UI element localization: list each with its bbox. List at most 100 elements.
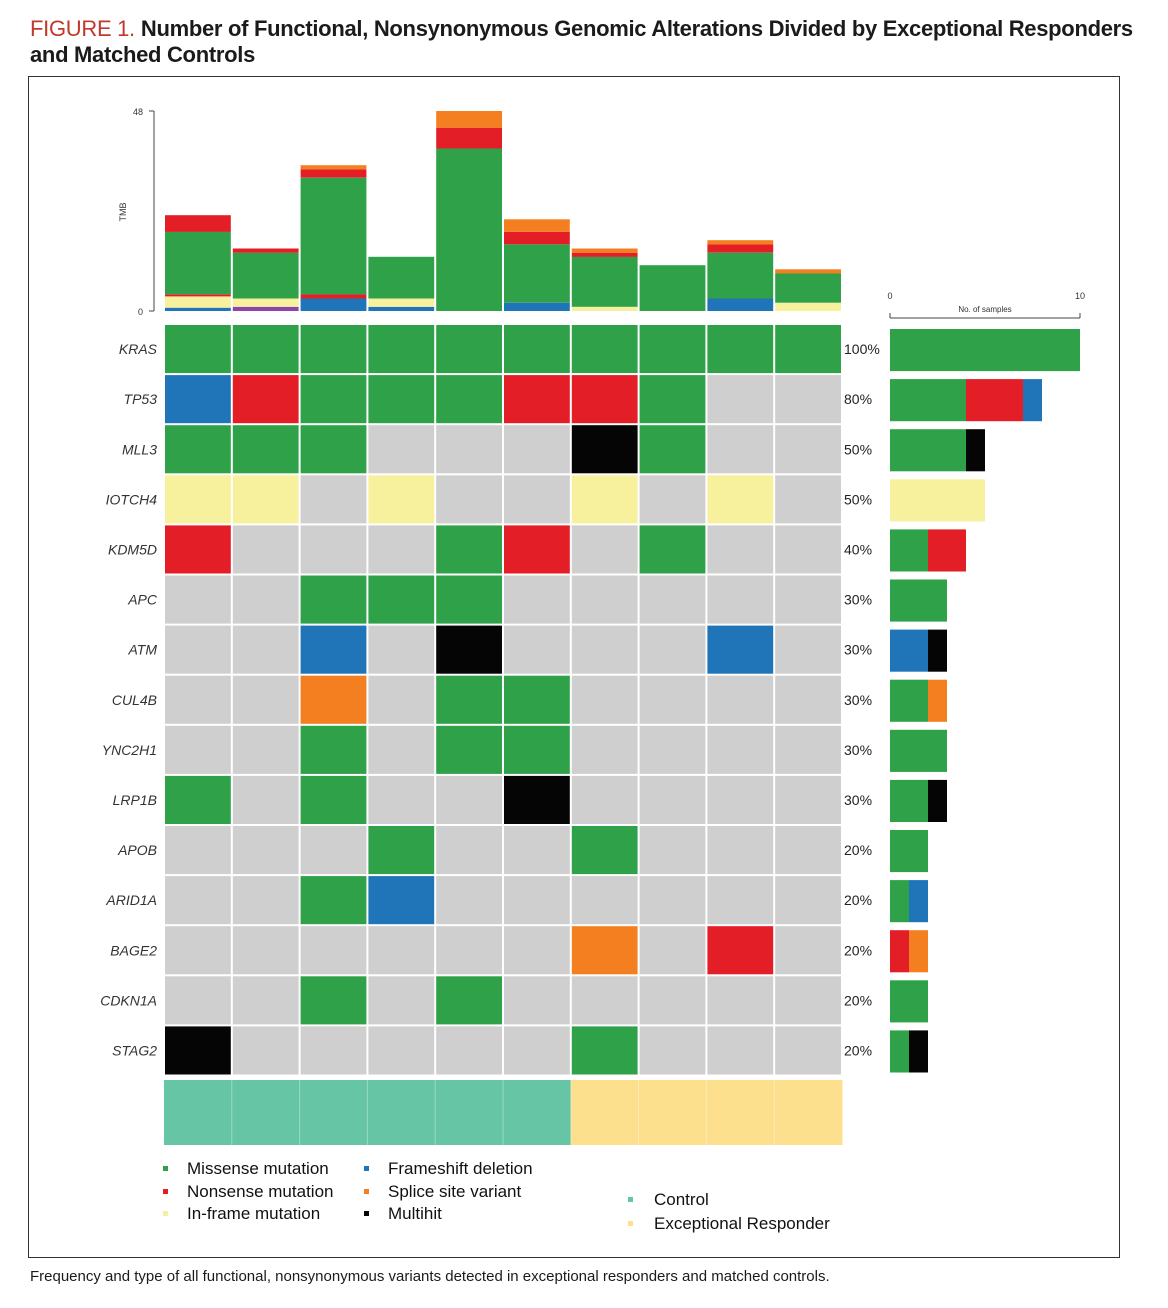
- oncoprint-cell-arid1a-2: [232, 876, 299, 925]
- side-bar-mll3-seg-2-multihit: [966, 429, 985, 472]
- side-bar-bage2-seg-1-nonsense: [890, 930, 909, 973]
- tmb-bar-9-seg-2-missense: [707, 252, 774, 299]
- oncoprint-cell-lrp1b-7: [571, 775, 638, 824]
- oncoprint-cell-apc-7: [571, 575, 638, 624]
- gene-label-kdm5d: KDM5D: [108, 541, 157, 557]
- oncoprint-cell-atm-7: [571, 625, 638, 674]
- oncoprint-cell-apob-7: [571, 826, 638, 875]
- oncoprint-cell-tp53-2: [232, 375, 299, 424]
- sample-group-10-responder: [774, 1080, 843, 1145]
- percentage-atm: 30%: [844, 642, 872, 658]
- oncoprint-cell-cul4b-1: [165, 675, 231, 724]
- tmb-bar-3-seg-3-missense: [300, 177, 367, 295]
- percentage-notch4: 50%: [844, 491, 872, 507]
- gene-label-mll3: MLL3: [122, 441, 157, 457]
- side-bar-lrp1b-seg-1-missense: [890, 779, 928, 822]
- oncoprint-cell-kdm5d-9: [707, 525, 774, 574]
- gene-label-dync2h1: YNC2H1: [102, 742, 157, 758]
- percentage-lrp1b: 30%: [844, 792, 872, 808]
- oncoprint-cell-apc-10: [775, 575, 841, 624]
- oncoprint-cell-atm-2: [232, 625, 299, 674]
- oncoprint-cell-kdm5d-8: [639, 525, 706, 574]
- oncoprint-cell-stag2-1: [165, 1026, 231, 1075]
- oncoprint-cell-stag2-8: [639, 1026, 706, 1075]
- oncoprint-cell-arid1a-4: [368, 876, 435, 925]
- percentage-kras: 100%: [844, 341, 880, 357]
- percentage-arid1a: 20%: [844, 892, 872, 908]
- oncoprint-cell-cul4b-3: [300, 675, 367, 724]
- legend-swatch-missense: [163, 1166, 168, 1171]
- oncoprint-cell-lrp1b-2: [232, 775, 299, 824]
- oncoprint-cell-dync2h1-5: [436, 725, 502, 774]
- oncoprint-cell-stag2-7: [571, 1026, 638, 1075]
- tmb-bar-5-seg-3-splice: [436, 111, 502, 128]
- oncoprint-cell-arid1a-3: [300, 876, 367, 925]
- side-bar-cul4b-seg-1-missense: [890, 679, 928, 722]
- oncoprint-cell-stag2-4: [368, 1026, 435, 1075]
- oncoprint-cell-apc-2: [232, 575, 299, 624]
- oncoprint-cell-dync2h1-8: [639, 725, 706, 774]
- oncoprint-cell-dync2h1-1: [165, 725, 231, 774]
- oncoprint-cell-cul4b-6: [504, 675, 570, 724]
- figure-title: FIGURE 1. Number of Functional, Nonsynony…: [30, 16, 1140, 68]
- oncoprint-cell-atm-5: [436, 625, 502, 674]
- oncoprint-cell-cdkn1a-8: [639, 976, 706, 1025]
- tmb-bar-3-seg-5-splice: [300, 165, 367, 170]
- oncoprint-cell-cdkn1a-2: [232, 976, 299, 1025]
- oncoprint-cell-apob-9: [707, 826, 774, 875]
- side-bar-arid1a-seg-2-frameshift: [909, 880, 928, 923]
- oncoprint-cell-cdkn1a-7: [571, 976, 638, 1025]
- tmb-bar-7-seg-2-missense: [571, 256, 638, 307]
- oncoprint-cell-cdkn1a-10: [775, 976, 841, 1025]
- tmb-bar-4-seg-1-frameshift: [368, 306, 435, 311]
- oncoprint-cell-cul4b-2: [232, 675, 299, 724]
- oncoprint-cell-mll3-3: [300, 425, 367, 474]
- oncoprint-cell-notch4-9: [707, 475, 774, 524]
- gene-label-cdkn1a: СDKN1A: [100, 992, 157, 1008]
- oncoprint-cell-atm-3: [300, 625, 367, 674]
- oncoprint-cell-kdm5d-1: [165, 525, 231, 574]
- oncoprint-cell-bage2-8: [639, 926, 706, 975]
- percentage-tp53: 80%: [844, 391, 872, 407]
- tmb-bar-1-seg-4-nonsense: [165, 294, 231, 297]
- oncoprint-cell-dync2h1-4: [368, 725, 435, 774]
- oncoprint-cell-dync2h1-7: [571, 725, 638, 774]
- tmb-bar-2-seg-3-missense: [232, 252, 299, 299]
- oncoprint-cell-apob-4: [368, 826, 435, 875]
- oncoprint-cell-bage2-2: [232, 926, 299, 975]
- oncoprint-cell-apc-3: [300, 575, 367, 624]
- legend-label-frameshift: Frameshift deletion: [388, 1159, 533, 1178]
- gene-label-kras: KRAS: [119, 341, 158, 357]
- oncoprint-cell-stag2-2: [232, 1026, 299, 1075]
- percentage-apob: 20%: [844, 842, 872, 858]
- oncoprint-cell-bage2-3: [300, 926, 367, 975]
- gene-label-tp53: TP53: [124, 391, 158, 407]
- tmb-bar-10-seg-1-inframe: [775, 302, 841, 311]
- side-bar-stag2-seg-2-multihit: [909, 1030, 928, 1073]
- oncoprint-cell-apob-2: [232, 826, 299, 875]
- legend-swatch-splice: [364, 1189, 369, 1194]
- figure-title-text: Number of Functional, Nonsynonymous Geno…: [30, 16, 1133, 67]
- side-bar-kdm5d-seg-1-missense: [890, 529, 928, 572]
- sample-group-7-responder: [570, 1080, 640, 1145]
- tmb-bar-10-seg-3-splice: [775, 269, 841, 274]
- side-axis-label: No. of samples: [958, 305, 1011, 314]
- side-bar-apob-seg-1-missense: [890, 830, 928, 873]
- tmb-bar-8-seg-1-missense: [639, 265, 706, 311]
- oncoprint-cell-kras-1: [165, 325, 231, 374]
- tmb-bar-2-seg-2-inframe: [232, 298, 299, 307]
- tmb-bar-5-seg-1-missense: [436, 148, 502, 311]
- oncoprint-cell-tp53-6: [504, 375, 570, 424]
- oncoprint-cell-lrp1b-9: [707, 775, 774, 824]
- side-bar-cdkn1a-seg-1-missense: [890, 980, 928, 1023]
- percentage-cdkn1a: 20%: [844, 992, 872, 1008]
- side-bar-dync2h1-seg-1-missense: [890, 729, 947, 772]
- percentage-dync2h1: 30%: [844, 742, 872, 758]
- tmb-bar-9-seg-3-nonsense: [707, 244, 774, 253]
- oncoprint-cell-atm-8: [639, 625, 706, 674]
- oncoprint-cell-bage2-9: [707, 926, 774, 975]
- oncoprint-cell-tp53-3: [300, 375, 367, 424]
- oncoprint-cell-dync2h1-10: [775, 725, 841, 774]
- side-bar-tp53-seg-2-nonsense: [966, 379, 1023, 422]
- legend-label-splice: Splice site variant: [388, 1182, 522, 1201]
